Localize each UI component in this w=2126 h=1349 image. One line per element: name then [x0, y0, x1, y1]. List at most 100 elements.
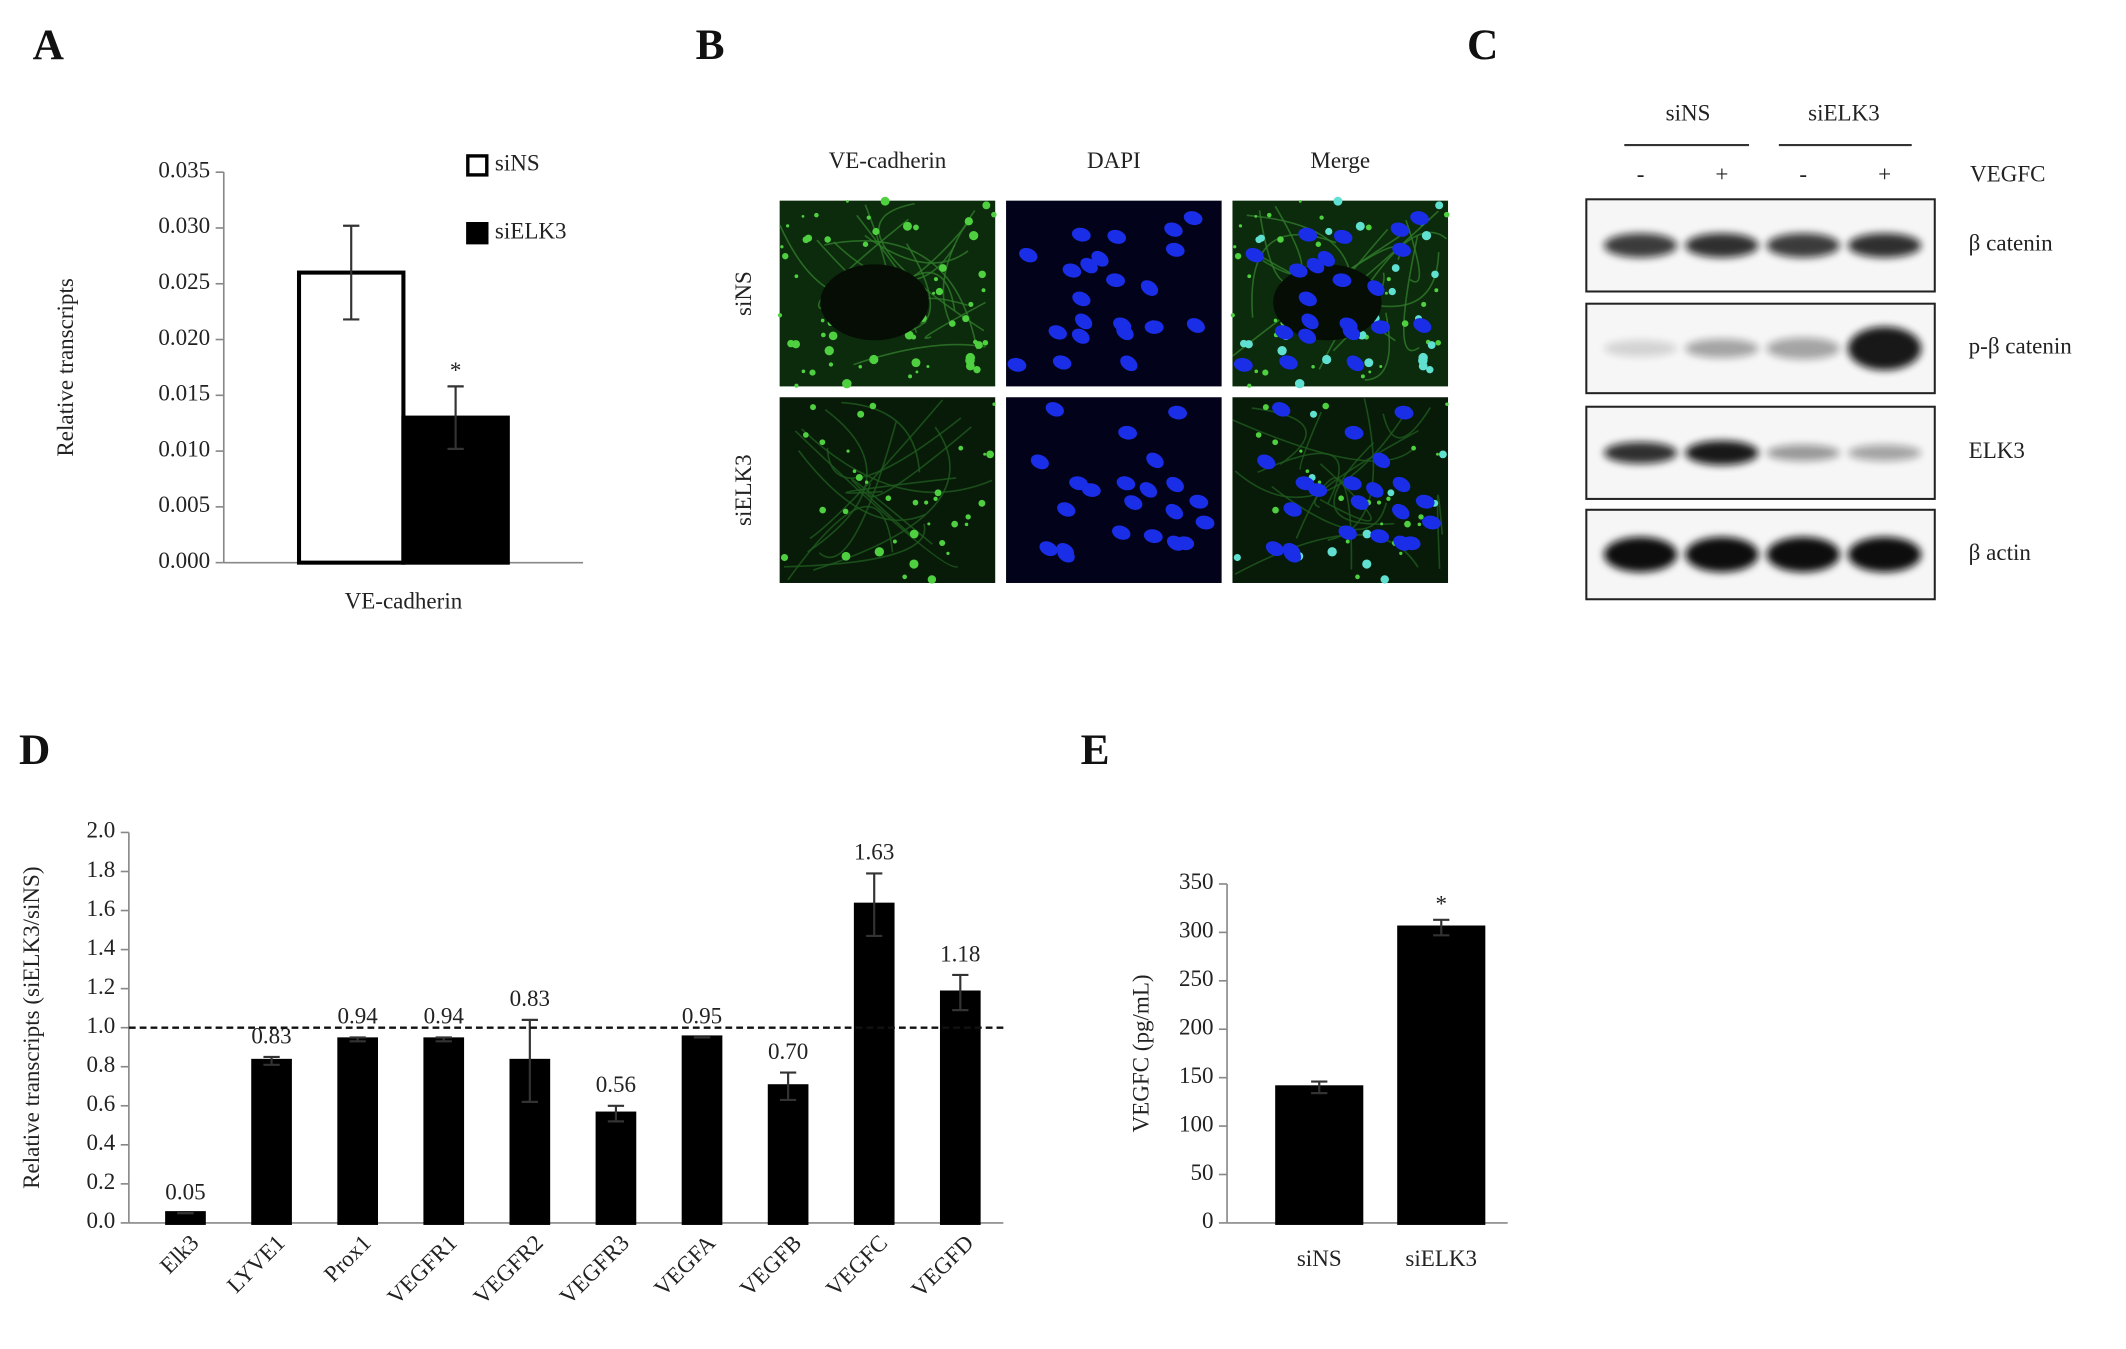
nucleus	[1298, 328, 1317, 344]
speck	[1365, 224, 1372, 231]
nucleus	[1071, 328, 1090, 344]
nucleus	[1091, 250, 1109, 267]
speck	[1277, 346, 1287, 356]
treatment-label: +	[1878, 161, 1891, 187]
speck	[1322, 402, 1329, 410]
speck	[841, 551, 851, 561]
legend-swatch	[466, 222, 489, 245]
nucleus	[1189, 494, 1209, 509]
nucleus	[1301, 313, 1319, 330]
speck	[819, 439, 826, 446]
y-tick-label: 150	[1179, 1062, 1214, 1088]
x-tick-label: VEGFR2	[468, 1229, 548, 1309]
nucleus	[1107, 229, 1127, 244]
nucleus	[1019, 247, 1038, 263]
membrane	[809, 399, 944, 540]
nucleus	[1030, 454, 1049, 470]
speck	[1273, 318, 1278, 323]
speck	[1401, 320, 1409, 327]
membrane	[784, 523, 926, 568]
membrane	[867, 426, 972, 498]
speck	[814, 212, 819, 218]
speck	[846, 449, 850, 453]
value-label: 1.18	[940, 940, 980, 966]
legend-label: siNS	[495, 150, 540, 176]
speck	[874, 547, 885, 557]
speck	[1345, 539, 1350, 544]
blot-band	[1766, 337, 1840, 360]
nucleus	[1175, 536, 1195, 551]
nucleus	[1057, 547, 1075, 563]
speck	[1327, 547, 1337, 557]
x-tick-label: LYVE1	[221, 1229, 289, 1297]
bar	[681, 1035, 723, 1225]
membrane	[851, 478, 933, 545]
treatment-name: VEGFC	[1970, 161, 2046, 187]
nucleus	[1164, 222, 1183, 237]
speck	[791, 340, 801, 349]
nucleus	[1346, 355, 1364, 372]
nucleus	[1071, 227, 1091, 242]
blot-band	[1847, 444, 1922, 461]
value-label: 0.70	[768, 1038, 808, 1064]
speck	[933, 496, 938, 501]
y-tick-label: 0.0	[87, 1207, 116, 1233]
speck	[978, 499, 986, 507]
speck	[869, 402, 877, 410]
nucleus	[1045, 402, 1064, 417]
speck	[852, 469, 857, 473]
speck	[908, 374, 913, 379]
nucleus	[1072, 291, 1091, 307]
value-label: 1.63	[854, 839, 894, 865]
speck	[969, 230, 979, 241]
y-axis-label: Relative transcripts	[52, 278, 78, 456]
speck	[1418, 352, 1428, 363]
y-tick-label: 0	[1202, 1207, 1214, 1233]
speck	[1262, 404, 1269, 411]
x-tick-label: VEGFA	[649, 1229, 721, 1301]
speck	[857, 410, 865, 418]
legend-label: siELK3	[495, 217, 567, 243]
nucleus	[1062, 263, 1082, 278]
group-label: siELK3	[1808, 100, 1880, 126]
bar	[401, 415, 510, 565]
nucleus	[1112, 525, 1131, 540]
nucleus	[1410, 211, 1429, 226]
x-tick-label: siNS	[1297, 1245, 1342, 1271]
y-tick-label: 0.020	[158, 324, 210, 350]
panel-letter: C	[1467, 21, 1498, 69]
speck	[949, 320, 956, 327]
membrane	[1251, 407, 1307, 466]
speck	[885, 495, 892, 502]
nucleus	[1392, 242, 1412, 257]
column-title: VE-cadherin	[829, 147, 947, 173]
speck	[968, 301, 974, 307]
nucleus	[1422, 515, 1441, 530]
nucleus	[1116, 324, 1134, 341]
panel-letter: B	[696, 21, 725, 69]
speck	[946, 551, 950, 555]
speck	[982, 339, 989, 346]
membrane	[1299, 411, 1323, 471]
nucleus	[1283, 547, 1302, 563]
speck	[932, 291, 936, 295]
bar	[423, 1037, 465, 1225]
speck	[1362, 529, 1372, 539]
speck	[1387, 489, 1395, 497]
speck	[1322, 354, 1332, 365]
speck	[1368, 370, 1372, 374]
nucleus	[1039, 541, 1058, 557]
blot-band	[1685, 338, 1759, 358]
speck	[1445, 402, 1449, 406]
speck	[1355, 574, 1360, 580]
value-label: 0.56	[596, 1071, 636, 1097]
speck	[958, 445, 964, 451]
bar	[337, 1037, 378, 1225]
blot-band	[1603, 536, 1678, 573]
speck	[1399, 551, 1403, 555]
nucleus	[1233, 357, 1253, 372]
speck	[842, 378, 852, 389]
nucleus	[1120, 355, 1138, 372]
speck	[1309, 410, 1318, 418]
